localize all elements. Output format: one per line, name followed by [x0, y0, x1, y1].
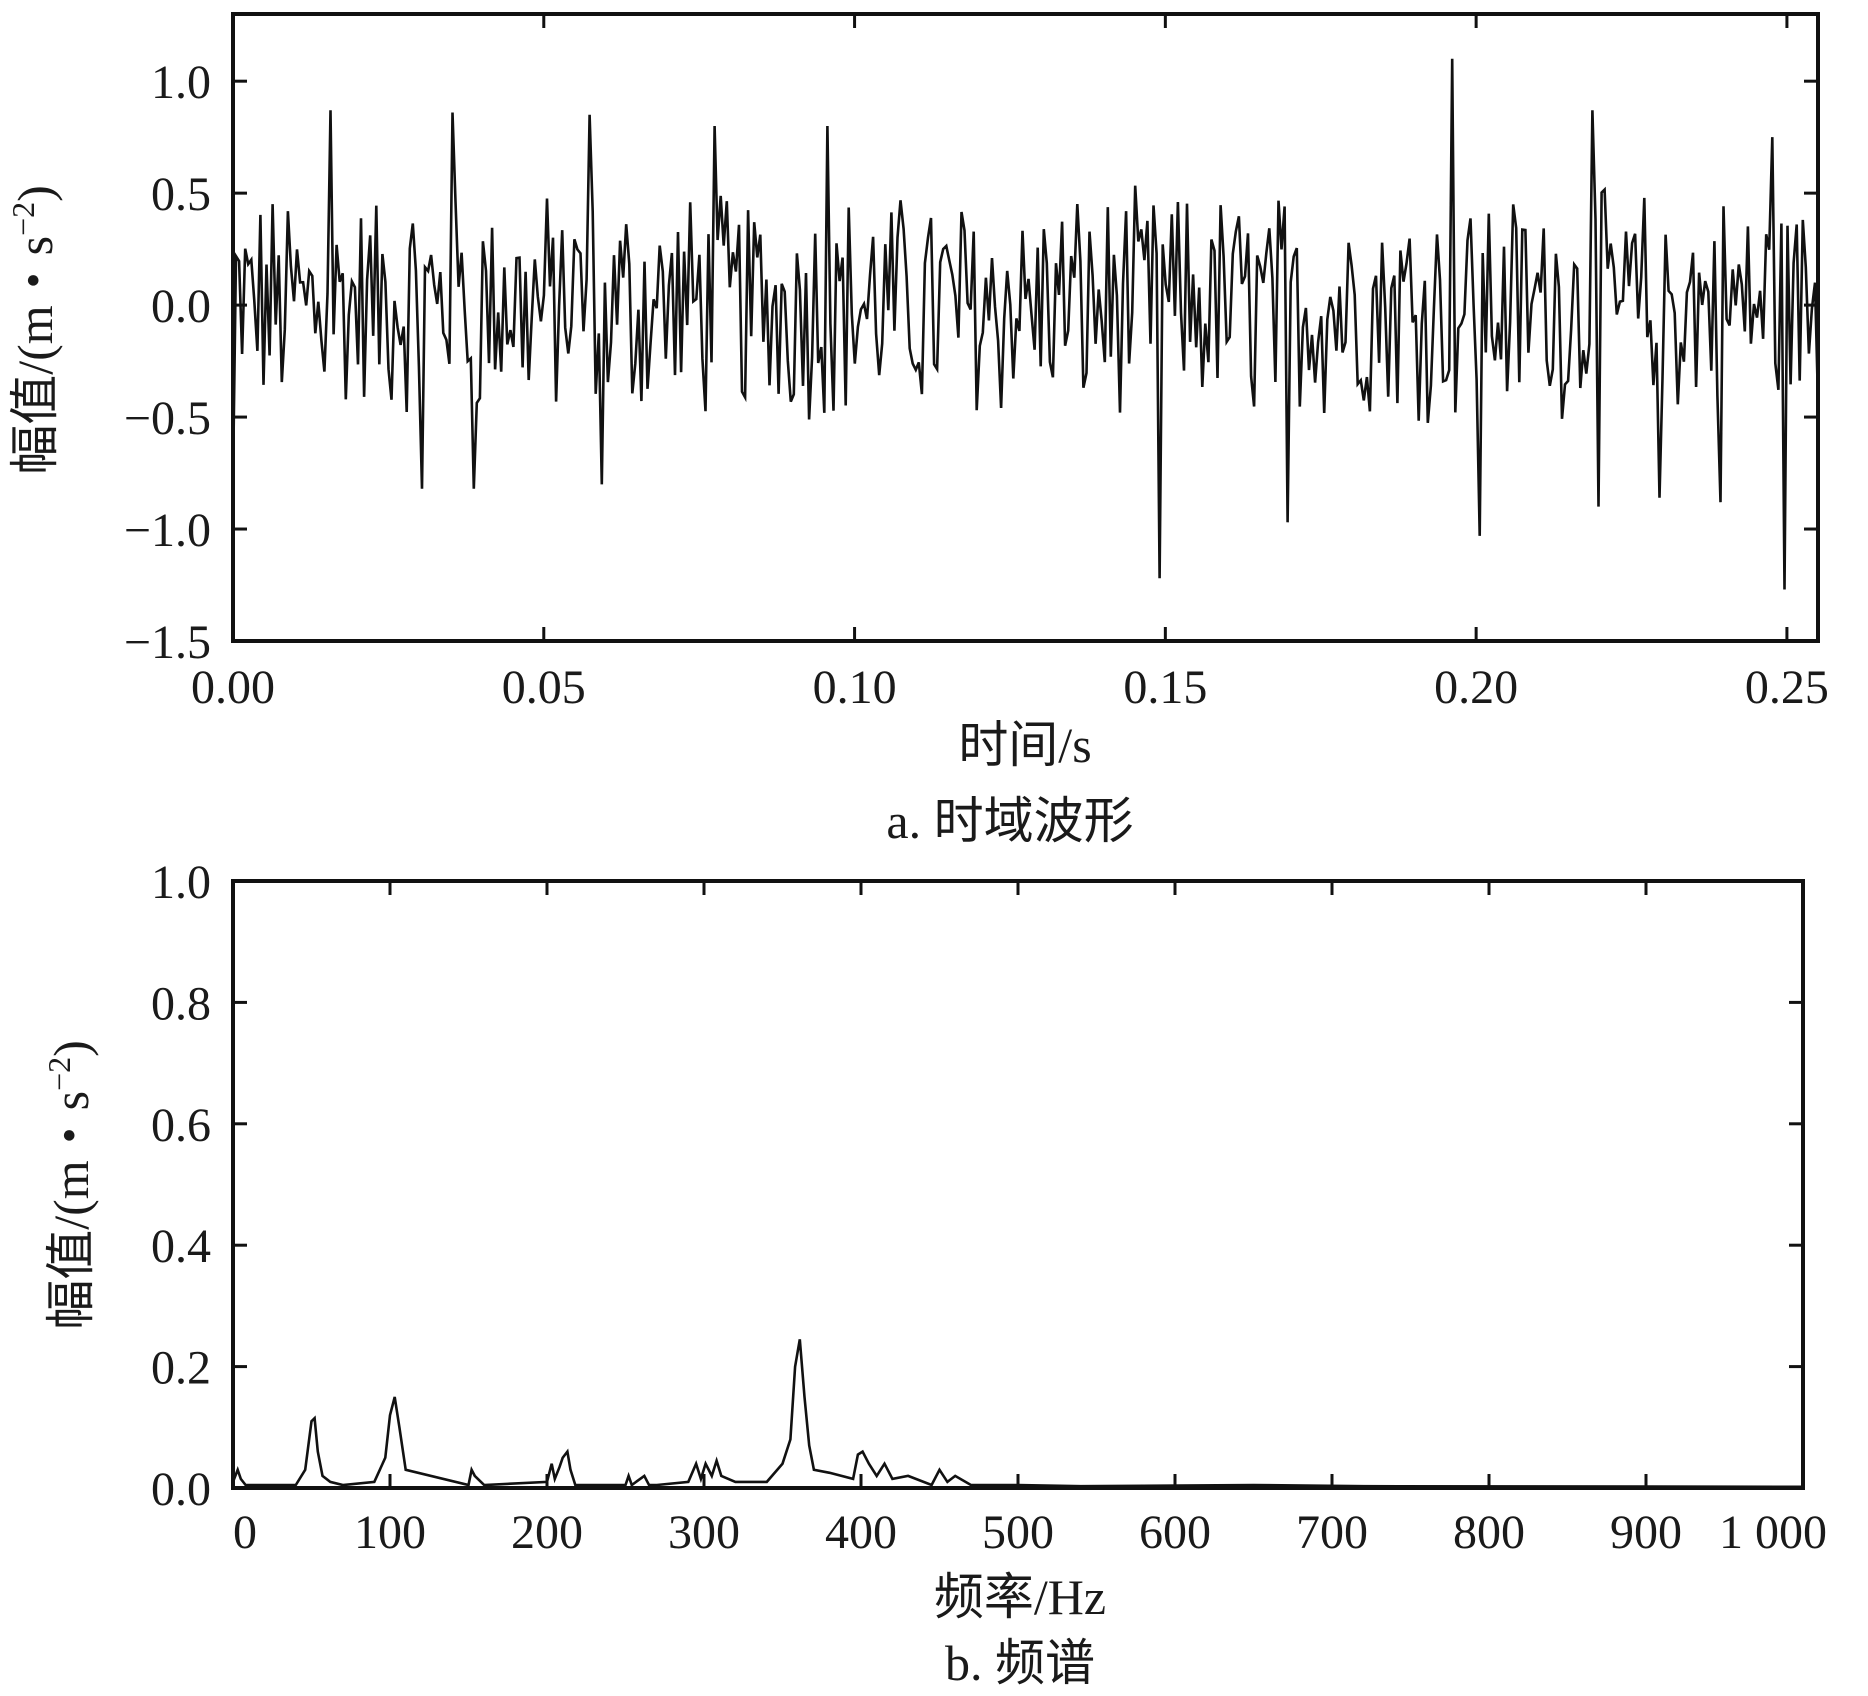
spectrum-y-axis-label: 幅值/(m・s−2) [41, 1040, 99, 1330]
time-domain-caption: a. 时域波形 [886, 793, 1133, 849]
time-domain-plot-frame [231, 12, 1820, 643]
spectrum-y-tick-label: 0.2 [151, 1342, 211, 1395]
time-domain-x-tick-label: 0.25 [1745, 661, 1829, 714]
time-domain-y-tick-label: 0.0 [151, 280, 211, 333]
time-domain-y-tick-label: −1.0 [124, 504, 211, 557]
time-domain-y-label-exponent: −2 [5, 202, 41, 236]
time-domain-y-tick-label: 1.0 [151, 56, 211, 109]
spectrum-y-label-exponent: −2 [41, 1057, 77, 1091]
spectrum-x-tick-label: 300 [668, 1506, 740, 1559]
time-domain-chart: 1.00.50.0−0.5−1.0−1.5 0.00 0.05 0.10 0.15 0.… [5, 12, 1829, 849]
spectrum-y-label-prefix: 幅值/(m・s [43, 1091, 99, 1330]
spectrum-chart: 1.0 0.8 0.6 0.4 0.2 0.0 0 100 200 300 400 500 600 70… [41, 856, 1827, 1691]
spectrum-x-ticks: 0 100 200 300 400 500 600 700 800 900 1 000 [231, 881, 1827, 1559]
spectrum-series [231, 1339, 1804, 1489]
spectrum-x-tick-label: 900 [1610, 1506, 1682, 1559]
spectrum-y-tick-label: 0.0 [151, 1463, 211, 1516]
time-domain-y-label-suffix: ) [7, 185, 63, 202]
spectrum-x-tick-label: 600 [1139, 1506, 1211, 1559]
spectrum-x-tick-label: 200 [511, 1506, 583, 1559]
time-domain-y-tick-label: 0.5 [151, 168, 211, 221]
spectrum-x-axis-label: 频率/Hz [934, 1569, 1106, 1625]
time-domain-x-tick-label: 0.05 [502, 661, 586, 714]
time-domain-x-axis-label: 时间/s [958, 717, 1091, 773]
spectrum-x-tick-label: 400 [825, 1506, 897, 1559]
spectrum-y-tick-label: 0.8 [151, 977, 211, 1030]
time-domain-x-tick-label: 0.00 [191, 661, 275, 714]
spectrum-plot-frame [231, 879, 1805, 1490]
time-domain-y-tick-label: −1.5 [124, 616, 211, 669]
spectrum-y-tick-label: 1.0 [151, 856, 211, 909]
spectrum-y-ticks: 1.0 0.8 0.6 0.4 0.2 0.0 [151, 856, 1803, 1516]
time-domain-y-tick-label: −0.5 [124, 392, 211, 445]
spectrum-x-tick-label: 0 [233, 1506, 257, 1559]
time-domain-series [231, 58, 1820, 590]
spectrum-x-tick-label: 1 000 [1719, 1506, 1827, 1559]
spectrum-x-tick-label: 100 [354, 1506, 426, 1559]
spectrum-line [231, 1339, 1804, 1489]
time-domain-x-ticks: 0.00 0.05 0.10 0.15 0.20 0.25 [191, 14, 1829, 714]
time-domain-x-tick-label: 0.15 [1123, 661, 1207, 714]
spectrum-x-tick-label: 500 [982, 1506, 1054, 1559]
time-domain-x-tick-label: 0.10 [813, 661, 897, 714]
spectrum-y-tick-label: 0.4 [151, 1220, 211, 1273]
time-domain-waveform-line [231, 58, 1820, 590]
spectrum-x-tick-label: 800 [1453, 1506, 1525, 1559]
spectrum-y-label-suffix: ) [43, 1040, 99, 1057]
time-domain-x-tick-label: 0.20 [1434, 661, 1518, 714]
time-domain-y-axis-label: 幅值/(m・s−2) [5, 185, 63, 475]
spectrum-x-tick-label: 700 [1296, 1506, 1368, 1559]
time-domain-y-ticks: 1.0 0.5 0.0 −0.5 −1.0 −1.5 [124, 56, 1818, 669]
spectrum-caption: b. 频谱 [945, 1635, 1095, 1691]
spectrum-y-tick-label: 0.6 [151, 1099, 211, 1152]
time-domain-y-label-prefix: 幅值/(m・s [7, 236, 63, 475]
